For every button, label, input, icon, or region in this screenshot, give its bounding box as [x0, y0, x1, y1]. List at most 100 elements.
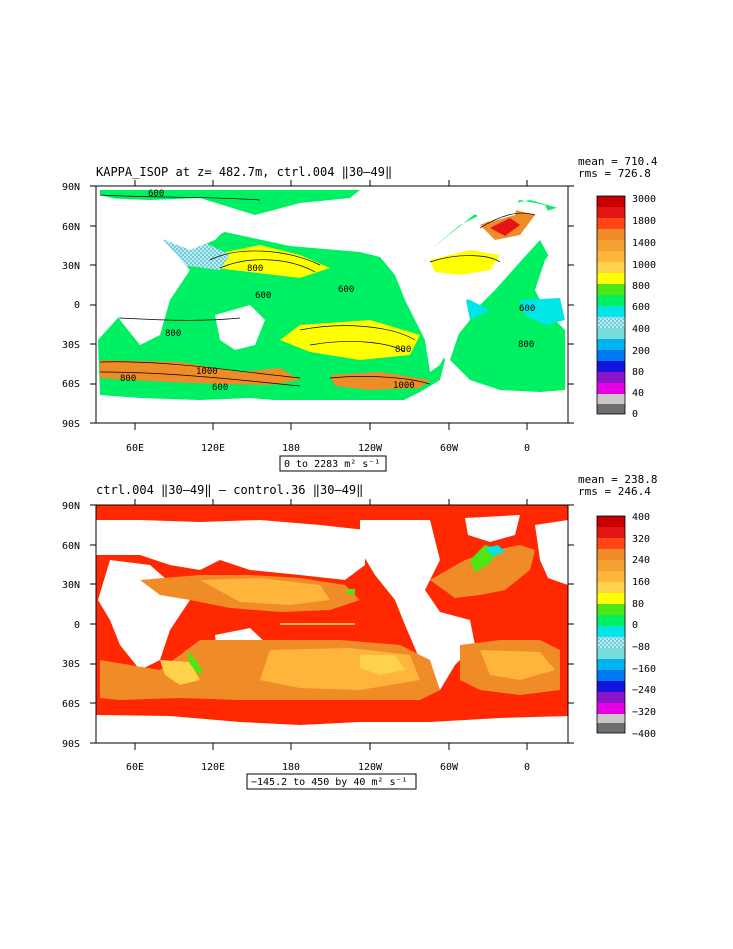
colorbar-label: 800: [632, 281, 650, 292]
colorbar-labels: 400 320 240 160 80 0 −80 −160 −240 −320 …: [632, 512, 656, 740]
contour-label: 1000: [196, 367, 218, 377]
contour-label: 600: [212, 383, 228, 393]
colorbar-label: 600: [632, 302, 650, 313]
arctic-band: [100, 190, 360, 215]
colorbar-label: 320: [632, 534, 650, 545]
greenland-land: [465, 515, 520, 542]
lat-tick-label: 30N: [62, 261, 80, 272]
colorbar-label: 400: [632, 324, 650, 335]
tick-marks: [90, 180, 574, 430]
range-label: −145.2 to 450 by 40 m² s⁻¹: [251, 777, 408, 788]
panel-bottom: ctrl.004 ‖30–49‖ – control.36 ‖30–49‖ me…: [62, 473, 657, 790]
rms-label: rms = 726.8: [578, 167, 651, 180]
colorbar: [596, 515, 626, 734]
atlantic-ocean: [430, 200, 565, 392]
colorbar-label: 160: [632, 577, 650, 588]
lat-tick-label: 60N: [62, 222, 80, 233]
colorbar-label: 0: [632, 620, 638, 631]
lat-axis: 90N 60N 30N 0 30S 60S 90S: [62, 182, 80, 430]
map-plot: [95, 504, 569, 744]
antarctica-land: [96, 400, 568, 423]
lat-tick-label: 30N: [62, 580, 80, 591]
contour-label: 600: [148, 189, 164, 199]
lon-tick-label: 60E: [126, 443, 144, 454]
lon-tick-label: 60W: [440, 443, 459, 454]
lat-tick-label: 30S: [62, 340, 80, 351]
lat-tick-label: 60N: [62, 541, 80, 552]
colorbar-label: 1800: [632, 216, 656, 227]
contour-label: 600: [255, 291, 271, 301]
australia-land: [215, 305, 265, 350]
range-label: 0 to 2283 m² s⁻¹: [284, 459, 380, 470]
colorbar-label: 0: [632, 409, 638, 420]
lat-axis: 90N 60N 30N 0 30S 60S 90S: [62, 501, 80, 750]
cyan-patch: [520, 298, 565, 325]
contour-label: 800: [120, 374, 136, 384]
lat-tick-label: 90N: [62, 182, 80, 193]
contour-label: 1000: [393, 381, 415, 391]
colorbar-label: 240: [632, 555, 650, 566]
contour-label: 800: [247, 264, 263, 274]
green-streak: [186, 650, 203, 674]
lon-axis: 60E 120E 180 120W 60W 0: [126, 443, 530, 454]
panel-title: ctrl.004 ‖30–49‖ – control.36 ‖30–49‖: [96, 483, 363, 497]
red-patch: [490, 218, 520, 236]
colorbar-label: 200: [632, 346, 650, 357]
yellow-patch: [160, 660, 200, 685]
panel-top: KAPPA_ISOP at z= 482.7m, ctrl.004 ​‖30–4…: [62, 155, 658, 472]
americas-land: [360, 520, 475, 695]
range-box: [279, 455, 387, 472]
lon-tick-label: 180: [282, 762, 300, 773]
lon-tick-label: 120W: [358, 443, 383, 454]
colorbar-label: −160: [632, 664, 656, 675]
map-plot: 600 800 600 600 800 800 600 1000 800 600…: [95, 185, 569, 424]
africa-land: [100, 215, 190, 345]
contour-label: 600: [338, 285, 354, 295]
yellow-patch: [280, 320, 420, 360]
antarctica-land: [96, 715, 568, 743]
lat-tick-label: 0: [74, 620, 80, 631]
contour-lines: [99, 194, 536, 387]
colorbar-label: −400: [632, 729, 656, 740]
lon-tick-label: 120W: [358, 762, 383, 773]
colorbar-label: 3000: [632, 194, 656, 205]
cyan-patch: [150, 235, 230, 270]
green-streak: [346, 589, 355, 594]
eurasia-land: [96, 520, 365, 580]
colorbar-label: 40: [632, 388, 644, 399]
colorbar-label: 80: [632, 599, 644, 610]
lat-tick-label: 0: [74, 300, 80, 311]
cyan-streak: [485, 545, 505, 556]
lon-tick-label: 60W: [440, 762, 459, 773]
light-orange-field: [480, 650, 555, 680]
orange-field: [430, 545, 535, 598]
lat-tick-label: 30S: [62, 659, 80, 670]
lat-tick-label: 90S: [62, 419, 80, 430]
lon-tick-label: 180: [282, 443, 300, 454]
yellow-patch: [360, 655, 405, 675]
mean-label: mean = 710.4: [578, 155, 658, 168]
colorbar-label: 80: [632, 367, 644, 378]
colorbar-label: −80: [632, 642, 650, 653]
contour-label: 800: [165, 329, 181, 339]
lon-tick-label: 0: [524, 443, 530, 454]
contour-label: 800: [395, 345, 411, 355]
lon-tick-label: 60E: [126, 762, 144, 773]
europe-land: [535, 520, 568, 585]
colorbar-label: −320: [632, 707, 656, 718]
colorbar-label: 400: [632, 512, 650, 523]
lat-tick-label: 90S: [62, 739, 80, 750]
light-orange-field: [200, 578, 330, 605]
lon-axis: 60E 120E 180 120W 60W 0: [126, 762, 530, 773]
americas-land: [365, 200, 470, 372]
lat-tick-label: 90N: [62, 501, 80, 512]
lat-tick-label: 60S: [62, 379, 80, 390]
yellow-line: [280, 623, 355, 625]
colorbar-labels: 3000 1800 1400 1000 800 600 400 200 80 4…: [632, 194, 656, 420]
lon-tick-label: 120E: [201, 762, 225, 773]
yellow-patch: [210, 245, 330, 278]
lat-tick-label: 60S: [62, 699, 80, 710]
tick-marks: [90, 499, 574, 750]
contour-label: 600: [519, 304, 535, 314]
panel-title: KAPPA_ISOP at z= 482.7m, ctrl.004 ​‖30–4…: [96, 165, 392, 179]
